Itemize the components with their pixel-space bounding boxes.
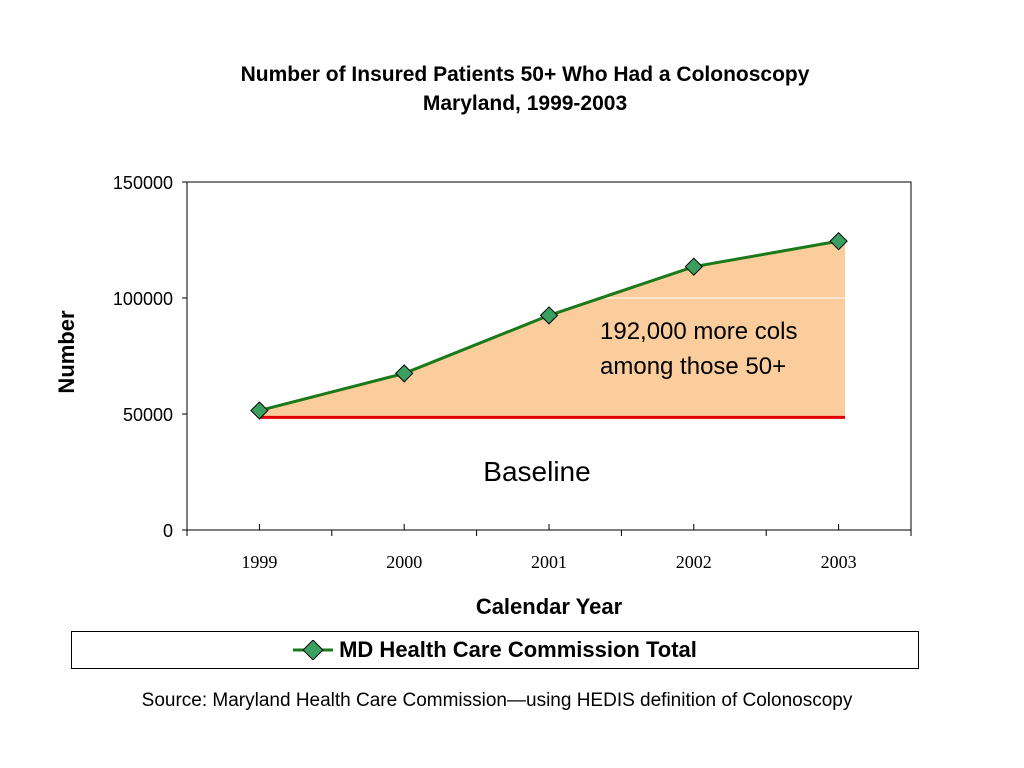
data-point-2002 (684, 257, 703, 276)
legend-series-marker (293, 640, 334, 660)
x-tick-label-2000: 2000 (386, 552, 422, 572)
chart-marks (250, 231, 848, 420)
x-axis-label: Calendar Year (476, 594, 623, 619)
baseline-annotation: Baseline (483, 456, 590, 487)
x-tick-label-2002: 2002 (676, 552, 712, 572)
source-note: Source: Maryland Health Care Commission—… (141, 690, 853, 711)
y-axis-label: Number (54, 310, 79, 394)
data-point-2000 (395, 364, 414, 383)
chart-title-line1: Number of Insured Patients 50+ Who Had a… (240, 63, 810, 86)
y-tick-label-150000: 150000 (113, 173, 173, 193)
x-tick-label-1999: 1999 (241, 552, 277, 572)
y-tick-label-50000: 50000 (123, 405, 173, 425)
gain-annotation-line2: among those 50+ (600, 353, 786, 380)
chart-title: Number of Insured Patients 50+ Who Had a… (0, 60, 1024, 118)
data-point-1999 (250, 401, 269, 420)
gain-area (259, 241, 845, 417)
data-point-2003 (829, 231, 848, 251)
gain-annotation-line1: 192,000 more cols (600, 318, 797, 345)
chart-subtitle: Maryland, 1999-2003 (422, 92, 628, 115)
plot-area (188, 241, 910, 417)
chart-legend: MD Health Care Commission Total (71, 631, 919, 669)
line-chart: 0 50000 100000 150000 1999 2000 2001 2002 2003 N… (54, 173, 912, 619)
data-point-2001 (539, 306, 559, 325)
y-tick-label-100000: 100000 (113, 289, 173, 309)
chart-axes: 0 50000 100000 150000 1999 2000 2001 2002 2003 (113, 173, 912, 572)
x-tick-label-2003: 2003 (821, 552, 857, 572)
legend-series-label: MD Health Care Commission Total (339, 637, 697, 662)
x-tick-label-2001: 2001 (531, 552, 567, 572)
y-tick-label-0: 0 (163, 521, 173, 541)
